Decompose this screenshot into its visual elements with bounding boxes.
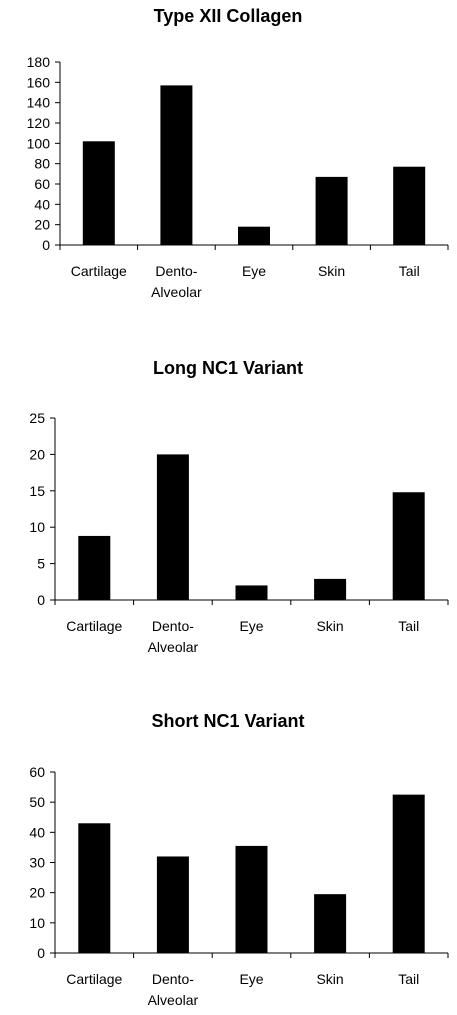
y-tick-label: 15 [29,483,45,499]
y-tick-label: 140 [27,95,51,111]
bar [393,166,426,245]
y-tick-label: 40 [29,824,45,840]
x-category-label: Tail [399,263,420,279]
x-category-label: Eye [242,263,266,279]
x-category-label: Cartilage [71,263,127,279]
y-tick-label: 60 [34,176,50,192]
y-tick-label: 25 [29,410,45,426]
x-category-label: Skin [316,971,343,987]
y-tick-label: 20 [29,885,45,901]
bar [78,823,111,953]
x-category-label: Eye [239,971,263,987]
bar [235,845,268,953]
y-tick-label: 0 [37,945,45,961]
chart-title: Type XII Collagen [154,6,303,26]
x-category-label: Dento- [152,971,194,987]
bar [392,794,425,953]
x-category-label: Alveolar [151,284,202,300]
y-tick-label: 0 [37,592,45,608]
y-tick-label: 40 [34,196,50,212]
y-tick-label: 50 [29,794,45,810]
x-category-label: Tail [398,618,419,634]
y-tick-label: 20 [34,217,50,233]
bar [238,226,270,245]
y-tick-label: 60 [29,764,45,780]
bar [314,578,347,600]
y-tick-label: 120 [27,115,51,131]
x-category-label: Alveolar [148,639,199,655]
bar [315,176,348,245]
bar [82,141,115,245]
x-category-label: Alveolar [148,992,199,1008]
y-tick-label: 10 [29,915,45,931]
bar [156,856,189,953]
y-tick-label: 5 [37,556,45,572]
y-tick-label: 0 [42,237,50,253]
chart-title: Long NC1 Variant [153,358,303,378]
bar [314,894,347,953]
x-category-label: Eye [239,618,263,634]
chart-title: Short NC1 Variant [151,711,304,731]
x-category-label: Skin [318,263,345,279]
bar [160,85,193,245]
y-tick-label: 30 [29,855,45,871]
bar [392,492,425,600]
bar [156,454,189,600]
bar [78,535,111,600]
x-category-label: Dento- [155,263,197,279]
x-category-label: Tail [398,971,419,987]
x-category-label: Cartilage [66,618,122,634]
y-tick-label: 180 [27,54,51,70]
y-tick-label: 20 [29,446,45,462]
y-tick-label: 100 [27,135,51,151]
bar [235,585,268,600]
x-category-label: Skin [316,618,343,634]
y-tick-label: 10 [29,519,45,535]
x-category-label: Dento- [152,618,194,634]
x-category-label: Cartilage [66,971,122,987]
y-tick-label: 80 [34,156,50,172]
y-tick-label: 160 [27,74,51,90]
